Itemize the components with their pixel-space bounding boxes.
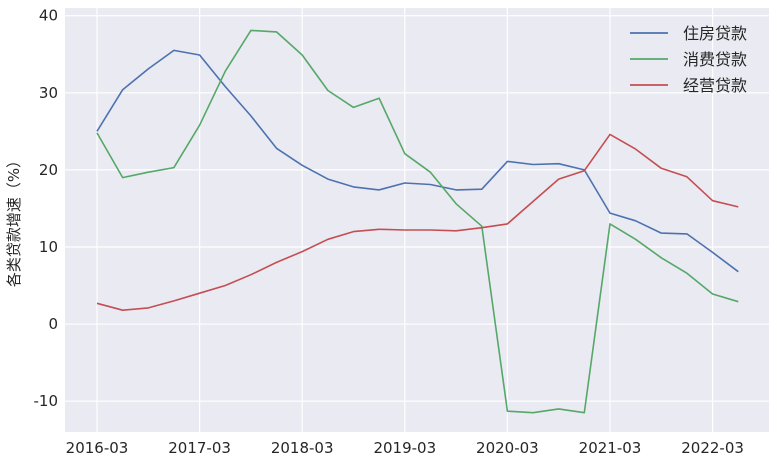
y-tick-labels: -10 0 10 20 30 40 xyxy=(34,7,59,410)
y-tick-label: -10 xyxy=(34,392,59,410)
x-tick-label: 2018-03 xyxy=(271,439,334,457)
x-tick-label: 2021-03 xyxy=(579,439,642,457)
y-tick-label: 20 xyxy=(39,161,58,179)
series-line-3 xyxy=(96,133,739,312)
series-line-2 xyxy=(96,29,739,414)
y-tick-label: 40 xyxy=(39,7,58,25)
legend-label: 消费贷款 xyxy=(683,50,747,69)
y-tick-label: 10 xyxy=(39,238,58,256)
x-tick-labels: 2016-03 2017-03 2018-03 2019-03 2020-03 2021-… xyxy=(66,439,744,457)
x-tick-label: 2016-03 xyxy=(66,439,129,457)
y-tick-label: 30 xyxy=(39,84,58,102)
x-tick-label: 2022-03 xyxy=(681,439,744,457)
x-tick-label: 2020-03 xyxy=(476,439,539,457)
plot-background xyxy=(65,8,769,432)
x-tick-label: 2019-03 xyxy=(373,439,436,457)
x-tick-label: 2017-03 xyxy=(168,439,231,457)
y-axis-label: 各类贷款增速（%） xyxy=(5,153,23,287)
legend-label: 住房贷款 xyxy=(683,24,747,43)
y-tick-label: 0 xyxy=(48,315,58,333)
legend-label: 经营贷款 xyxy=(683,76,747,95)
grid-lines xyxy=(65,8,769,432)
series-lines xyxy=(96,29,739,414)
series-line-1 xyxy=(96,49,739,273)
